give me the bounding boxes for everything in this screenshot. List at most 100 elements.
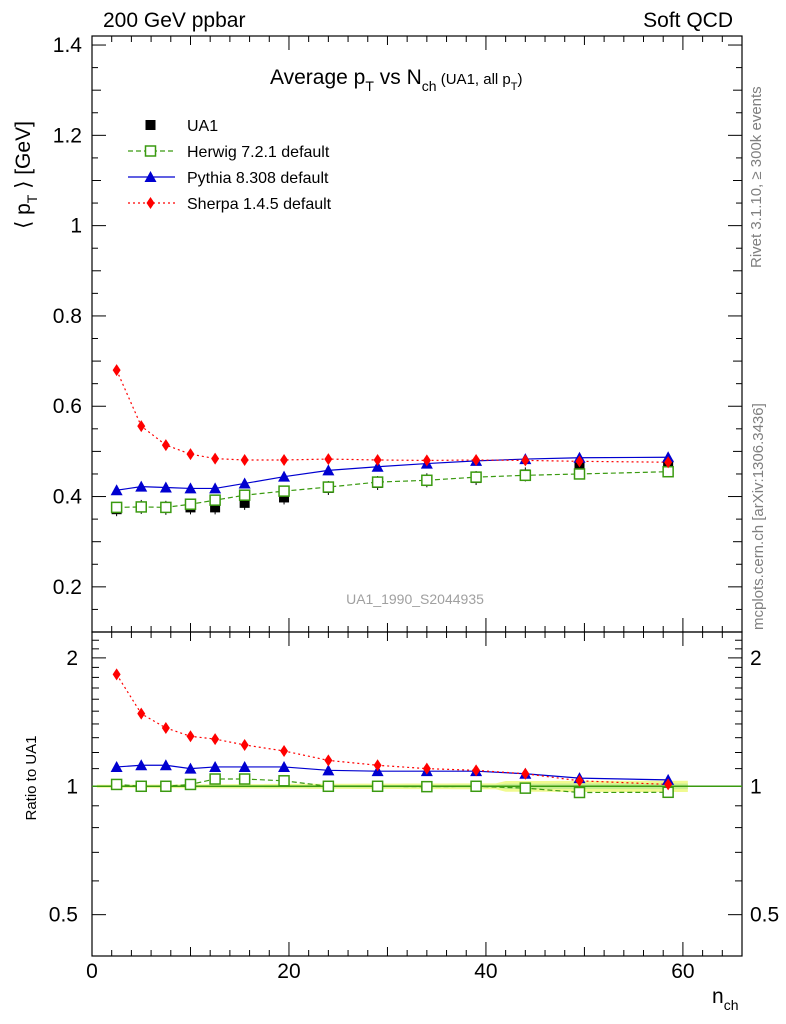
legend-label: Herwig 7.2.1 default [187,144,330,161]
series-line-ratio [116,764,669,781]
series-point-main [322,481,335,493]
y-tick-label-ratio-right: 2 [750,647,762,670]
ylabel-main: ⟨ p [12,203,35,229]
title-sub-t2: T [511,81,518,93]
series-point-ratio [322,780,335,793]
y-tick-label-main: 0.4 [53,486,83,509]
series-point-main [371,476,384,488]
title-close: ) [518,71,523,88]
series-point-main [519,469,532,482]
series-point-main [110,484,123,496]
series-point-main [159,481,172,493]
x-tick-label: 0 [86,960,98,983]
series-point-ratio [324,754,333,767]
legend-label: Sherpa 1.4.5 default [187,196,332,213]
header-right: Soft QCD [643,9,733,32]
series-point-ratio [470,780,482,793]
series-point-main [240,453,249,466]
series-point-main [664,456,673,469]
series-point-ratio [472,764,481,777]
series-point-ratio [278,775,290,787]
series-point-ratio [280,744,289,757]
series-line-main [116,369,669,463]
series-point-main [238,477,251,489]
series-point-main [422,454,431,467]
series-point-main [573,468,586,480]
y-tick-label-ratio: 0.5 [49,904,78,927]
chart-title: Average pT vs Nch (UA1, all pT) [270,66,523,94]
ratio-axis-label: Ratio to UA1 [23,735,40,820]
title-sub-t: T [365,78,374,94]
series-point-ratio [521,767,530,780]
series-point-main [137,420,146,433]
series-point-ratio [240,738,249,751]
axis-ticks: 0 20 40 60 0.2 0.4 0.6 0.8 1 1.2 1.4 0.5 0.5 1 1 2 2 [49,34,779,983]
series-point-main [470,471,482,483]
series-point-ratio [238,773,251,785]
series-point-main [135,480,148,492]
series-point-main [211,452,220,465]
series-point-main [575,455,584,468]
y-tick-label-ratio-right: 1 [750,775,762,798]
series-point-main [238,489,251,501]
series-point-main [373,453,382,466]
xlabel-sub: ch [724,997,739,1013]
series-point-main [135,501,147,513]
series-point-main [184,482,197,494]
x-tick-label: 20 [277,960,300,983]
xlabel-main: n [712,985,724,1008]
legend-marker [146,197,155,209]
series-point-ratio [209,773,221,785]
series-point-ratio [135,780,147,793]
ratio-panel-frame [91,631,743,957]
legend-marker [144,171,157,182]
series-point-main [521,454,530,467]
series-point-ratio [211,733,220,746]
series-line-main [116,456,669,491]
series-point-main [186,448,195,461]
series-point-ratio [186,730,195,743]
title-main: Average p [270,66,365,89]
series-point-main [209,482,222,494]
series-point-ratio [161,721,170,734]
ylabel-tail: ⟩ [GeV] [12,121,35,195]
series-point-ratio [371,780,384,793]
analysis-id: UA1_1990_S2044935 [346,591,484,607]
ylabel-sub: T [24,194,40,203]
series-point-ratio [184,778,197,791]
series-point-ratio [110,778,123,791]
series-point-ratio [238,760,251,772]
data-point [279,492,290,503]
series-point-main [278,485,290,497]
y-tick-label-ratio: 1 [66,775,78,798]
series-point-main [278,470,291,482]
series-line-ratio [116,674,669,786]
y-axis-label: ⟨ pT ⟩ [GeV] [12,121,40,229]
y-tick-label-main: 0.2 [53,576,82,599]
series-point-main [161,439,170,452]
legend-marker [145,120,156,130]
series-point-ratio [519,782,532,794]
title-tail: (UA1, all p [437,71,511,88]
y-tick-label-main: 1.2 [53,124,82,147]
series-layer [110,364,675,799]
series-point-main [421,474,433,487]
series-point-ratio [184,762,197,774]
series-point-ratio [573,786,586,799]
legend-label: UA1 [187,118,218,135]
x-tick-label: 40 [474,960,497,983]
series-point-ratio [159,759,172,771]
series-point-ratio [112,668,121,681]
series-point-main [209,494,221,506]
series-line-ratio [116,778,669,794]
legend-label: Pythia 8.308 default [187,170,329,187]
y-tick-label-main: 0.8 [53,305,82,328]
y-tick-label-main: 1.4 [53,34,83,57]
series-point-main [472,453,481,466]
series-line-main [116,471,669,508]
series-point-main [110,501,123,514]
title-sub-ch: ch [422,78,437,94]
series-point-ratio [110,760,123,772]
series-point-main [160,501,172,514]
